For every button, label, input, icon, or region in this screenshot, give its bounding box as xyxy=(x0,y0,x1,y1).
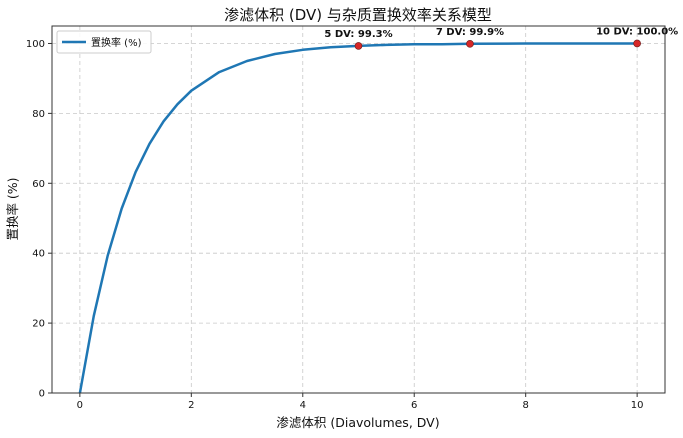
series-line xyxy=(78,42,638,394)
y-tick-label: 20 xyxy=(32,319,45,330)
series-layer xyxy=(78,42,638,394)
x-tick-label: 8 xyxy=(522,400,528,411)
y-tick-label: 100 xyxy=(26,39,45,50)
x-tick-label: 4 xyxy=(300,400,306,411)
x-axis-label: 渗滤体积 (Diavolumes, DV) xyxy=(276,415,439,430)
y-tick-label: 60 xyxy=(32,179,45,190)
y-tick-label: 40 xyxy=(32,249,45,260)
x-tick-label: 10 xyxy=(631,400,644,411)
plot-frame xyxy=(51,25,666,394)
annotations: 5 DV: 99.3% 7 DV: 99.9% 10 DV: 100.0% xyxy=(324,26,678,39)
legend-label: 置换率 (%) xyxy=(91,36,142,49)
x-tick-label: 6 xyxy=(411,400,417,411)
x-tick-label: 0 xyxy=(77,400,83,411)
legend: 置换率 (%) xyxy=(56,30,152,54)
chart-title: 渗滤体积 (DV) 与杂质置换效率关系模型 xyxy=(224,6,492,24)
y-axis-label: 置换率 (%) xyxy=(5,177,20,240)
annotation-label: 7 DV: 99.9% xyxy=(436,27,504,38)
y-tick-label: 0 xyxy=(39,389,45,400)
y-tick-label: 80 xyxy=(32,109,45,120)
highlight-point xyxy=(354,42,363,50)
grid xyxy=(52,26,665,394)
x-tick-label: 2 xyxy=(188,400,194,411)
annotation-label: 5 DV: 99.3% xyxy=(324,29,392,40)
annotation-label: 10 DV: 100.0% xyxy=(596,26,678,37)
highlight-point xyxy=(633,39,641,48)
highlight-point xyxy=(466,40,474,48)
legend-box xyxy=(56,30,152,54)
highlight-points xyxy=(354,39,641,50)
